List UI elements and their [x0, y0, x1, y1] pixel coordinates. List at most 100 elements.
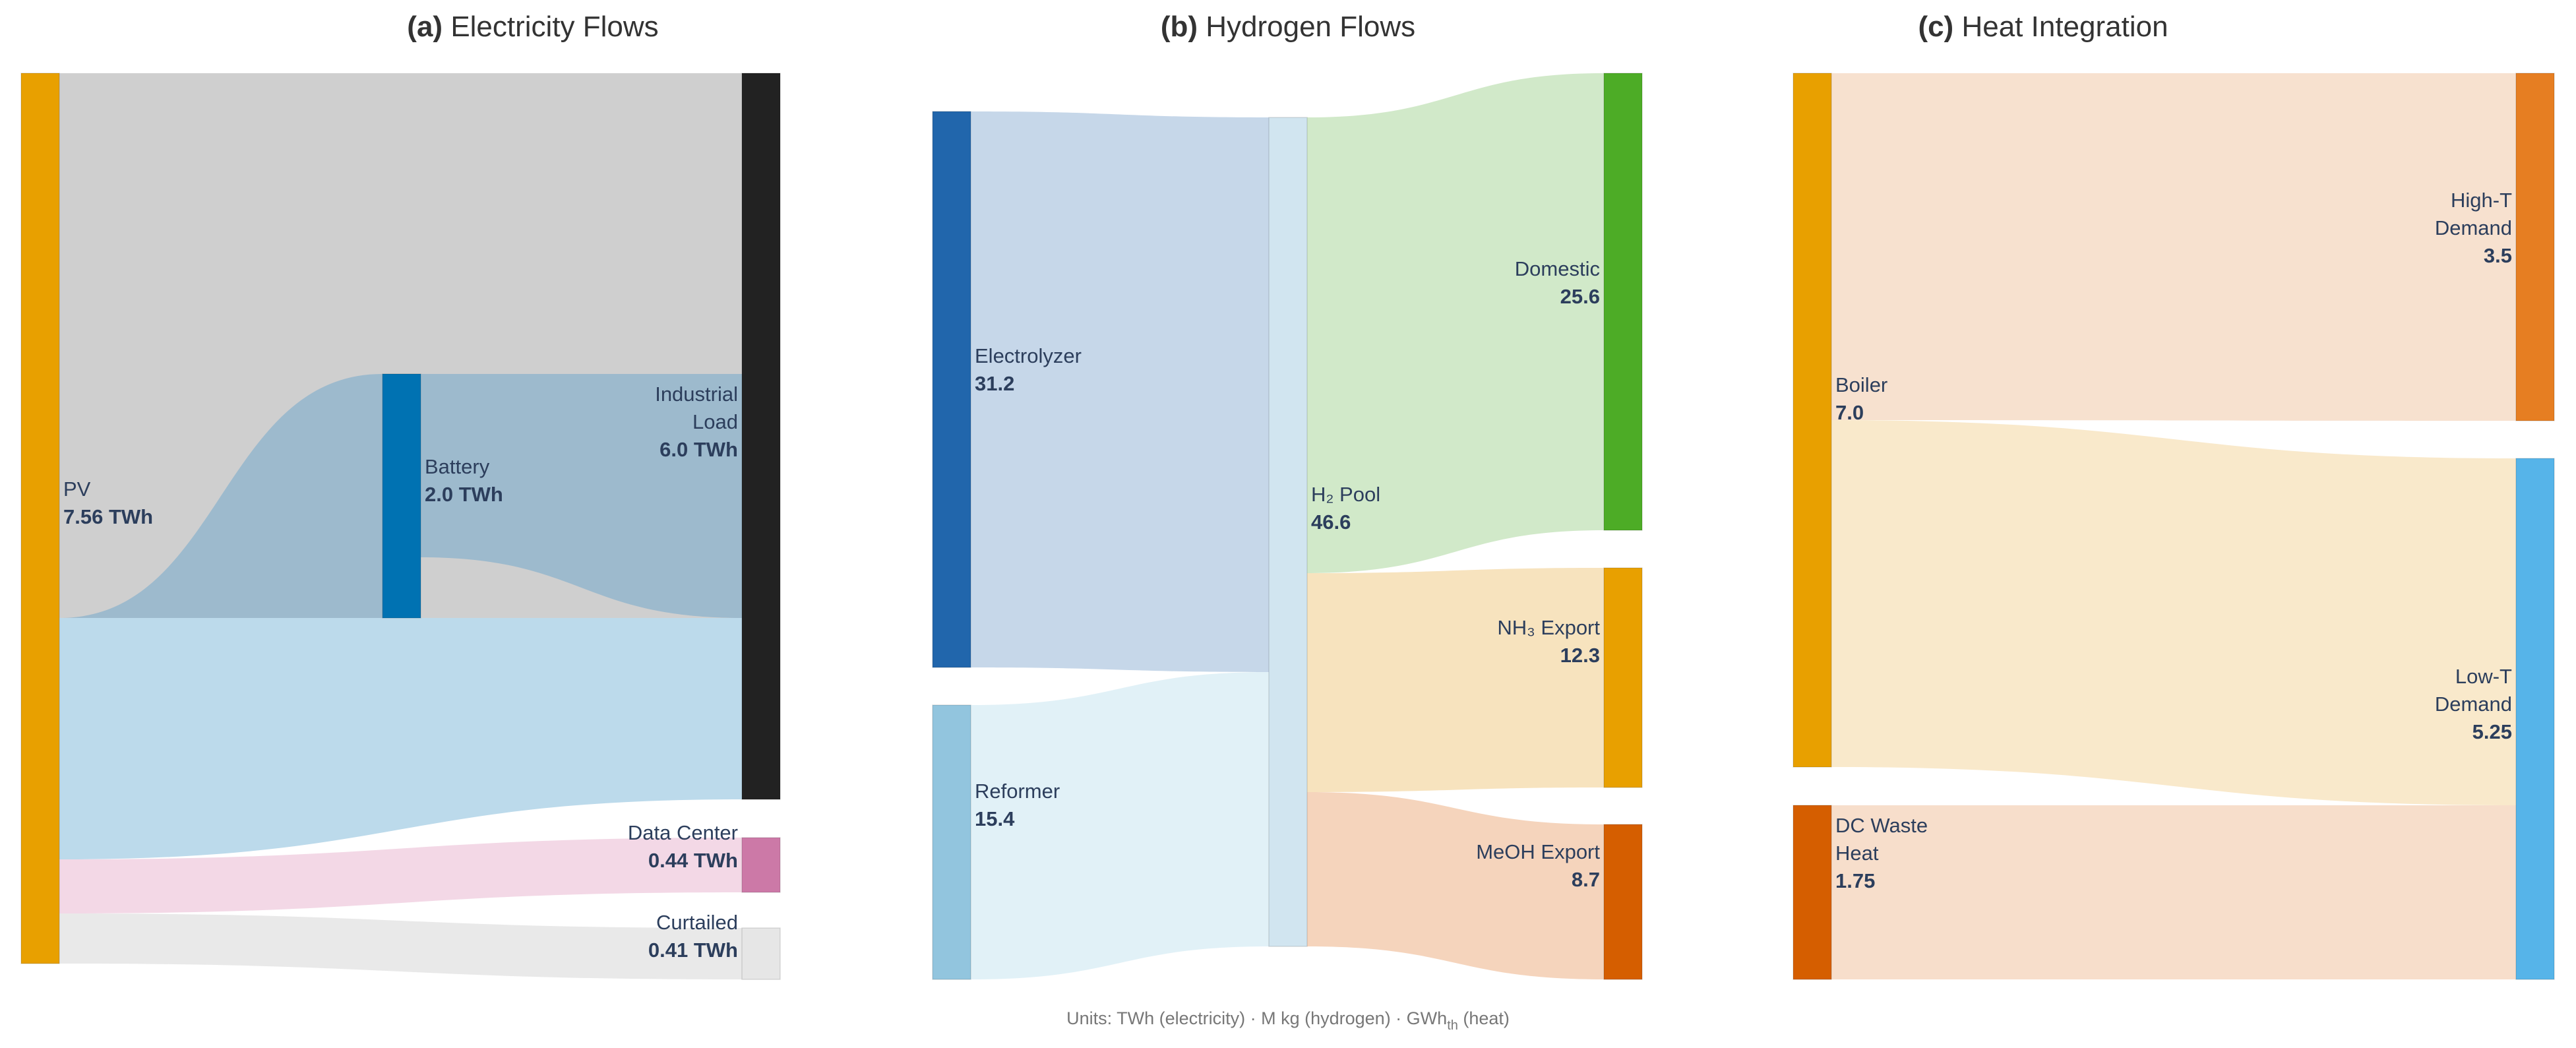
- node-value-reformer: 15.4: [975, 807, 1015, 830]
- node-lowt: [2515, 458, 2555, 980]
- node-label-pool: H₂ Pool 46.6: [1311, 483, 1380, 534]
- link-boiler-to-hight: [1831, 73, 2516, 421]
- node-pv: [20, 73, 60, 964]
- link-electrolyzer-to-pool: [971, 111, 1269, 672]
- link-pool-to-nh3: [1307, 568, 1604, 792]
- units-footnote: Units: TWh (electricity) · M kg (hydroge…: [1066, 1008, 1510, 1033]
- node-name-meoh-line-1: MeOH Export: [1476, 840, 1600, 863]
- node-industrial: [741, 73, 781, 800]
- links: [971, 73, 1604, 979]
- node-value-meoh: 8.7: [1572, 868, 1600, 891]
- link-dcwaste-to-lowt: [1831, 805, 2516, 979]
- node-value-curtailed: 0.41 TWh: [648, 939, 738, 962]
- panel-letter: (b): [1161, 11, 1198, 43]
- node-name-pv-line-1: PV: [63, 478, 91, 501]
- node-name-industrial-line-1: Industrial: [655, 383, 738, 406]
- panel-title-space: [443, 11, 450, 43]
- node-battery: [382, 373, 421, 619]
- node-value-industrial: 6.0 TWh: [659, 438, 738, 461]
- panel-electricity-flows: PV 7.56 TWh Battery 2.0 TWh Industrial Load 6.…: [20, 11, 781, 980]
- node-value-battery: 2.0 TWh: [425, 483, 503, 506]
- node-label-datacenter: Data Center 0.44 TWh: [628, 821, 738, 872]
- panel-title-heat-integration: (c) Heat Integration: [1918, 11, 2168, 43]
- node-name-electrolyzer-line-1: Electrolyzer: [975, 344, 1082, 367]
- panel-title-text: Hydrogen Flows: [1206, 11, 1415, 43]
- node-value-pool: 46.6: [1311, 510, 1351, 534]
- node-value-nh3: 12.3: [1560, 644, 1600, 667]
- node-dcwaste: [1793, 805, 1832, 980]
- panel-title-electricity-flows: (a) Electricity Flows: [407, 11, 658, 43]
- node-pool: [1268, 117, 1308, 947]
- node-datacenter: [741, 837, 781, 893]
- node-name-hight-line-2: Demand: [2435, 216, 2512, 239]
- panel-title-space: [1953, 11, 1961, 43]
- node-label-hight: High-T Demand 3.5: [2435, 189, 2512, 267]
- panel-title-text: Heat Integration: [1961, 11, 2168, 43]
- node-value-lowt: 5.25: [2472, 720, 2512, 743]
- node-name-battery-line-1: Battery: [425, 455, 490, 478]
- node-name-lowt-line-1: Low-T: [2455, 665, 2512, 688]
- node-nh3: [1603, 567, 1643, 788]
- node-curtailed: [741, 927, 781, 980]
- link-reformer-to-pool: [971, 672, 1269, 979]
- node-label-pv: PV 7.56 TWh: [63, 478, 153, 528]
- node-label-reformer: Reformer 15.4: [975, 780, 1060, 830]
- node-label-electrolyzer: Electrolyzer 31.2: [975, 344, 1082, 395]
- node-boiler: [1793, 73, 1832, 768]
- link-pv-to-industrial: [59, 618, 742, 859]
- panel-hydrogen-flows: Electrolyzer 31.2 Reformer 15.4 H₂ Pool 46.6 D…: [932, 11, 1643, 980]
- node-reformer: [932, 704, 971, 980]
- node-label-curtailed: Curtailed 0.41 TWh: [648, 911, 738, 962]
- node-name-hight-line-1: High-T: [2451, 189, 2512, 212]
- panel-title-space: [1198, 11, 1206, 43]
- node-hight: [2515, 73, 2555, 421]
- node-name-lowt-line-2: Demand: [2435, 693, 2512, 716]
- node-name-boiler-line-1: Boiler: [1835, 373, 1887, 396]
- link-pool-to-meoh: [1307, 792, 1604, 979]
- panel-title-hydrogen-flows: (b) Hydrogen Flows: [1161, 11, 1415, 43]
- node-value-pv: 7.56 TWh: [63, 505, 153, 528]
- link-battery-to-industrial: [421, 374, 742, 618]
- link-pv-to-battery: [59, 374, 383, 618]
- link-boiler-to-lowt: [1831, 420, 2516, 805]
- node-name-curtailed-line-1: Curtailed: [656, 911, 738, 934]
- node-label-boiler: Boiler 7.0: [1835, 373, 1887, 424]
- node-value-boiler: 7.0: [1835, 401, 1864, 424]
- panel-letter: (a): [407, 11, 443, 43]
- link-pool-to-domestic: [1307, 73, 1604, 573]
- nodes: Boiler 7.0 DC Waste Heat 1.75 High-T Demand 3.5…: [1793, 73, 2555, 980]
- node-meoh: [1603, 824, 1643, 980]
- node-name-dcwaste-line-2: Heat: [1835, 842, 1879, 865]
- node-label-meoh: MeOH Export 8.7: [1476, 840, 1600, 891]
- node-name-reformer-line-1: Reformer: [975, 780, 1060, 803]
- links: [59, 73, 742, 979]
- node-name-datacenter-line-1: Data Center: [628, 821, 738, 844]
- node-value-dcwaste: 1.75: [1835, 869, 1875, 892]
- link-pv-to-datacenter: [59, 838, 742, 913]
- node-name-industrial-line-2: Load: [692, 410, 738, 433]
- panel-title-text: Electricity Flows: [450, 11, 658, 43]
- node-label-battery: Battery 2.0 TWh: [425, 455, 503, 506]
- node-value-hight: 3.5: [2484, 244, 2512, 267]
- node-value-domestic: 25.6: [1560, 285, 1600, 308]
- node-domestic: [1603, 73, 1643, 531]
- nodes: PV 7.56 TWh Battery 2.0 TWh Industrial Load 6.…: [20, 73, 781, 980]
- panel-letter: (c): [1918, 11, 1953, 43]
- node-name-dcwaste-line-1: DC Waste: [1835, 814, 1928, 837]
- node-name-nh3-line-1: NH₃ Export: [1497, 616, 1600, 639]
- node-label-industrial: Industrial Load 6.0 TWh: [655, 383, 738, 461]
- link-pv-to-curtailed: [59, 913, 742, 979]
- panel-heat-integration: Boiler 7.0 DC Waste Heat 1.75 High-T Demand 3.5…: [1793, 11, 2555, 980]
- node-label-dcwaste: DC Waste Heat 1.75: [1835, 814, 1928, 892]
- node-electrolyzer: [932, 111, 971, 668]
- links: [1831, 73, 2516, 979]
- node-name-domestic-line-1: Domestic: [1515, 257, 1600, 280]
- nodes: Electrolyzer 31.2 Reformer 15.4 H₂ Pool 46.6 D…: [932, 73, 1643, 980]
- node-name-pool-line-1: H₂ Pool: [1311, 483, 1380, 506]
- node-label-domestic: Domestic 25.6: [1515, 257, 1600, 308]
- node-value-electrolyzer: 31.2: [975, 372, 1014, 395]
- node-value-datacenter: 0.44 TWh: [648, 849, 738, 872]
- node-label-lowt: Low-T Demand 5.25: [2435, 665, 2512, 743]
- node-label-nh3: NH₃ Export 12.3: [1497, 616, 1600, 667]
